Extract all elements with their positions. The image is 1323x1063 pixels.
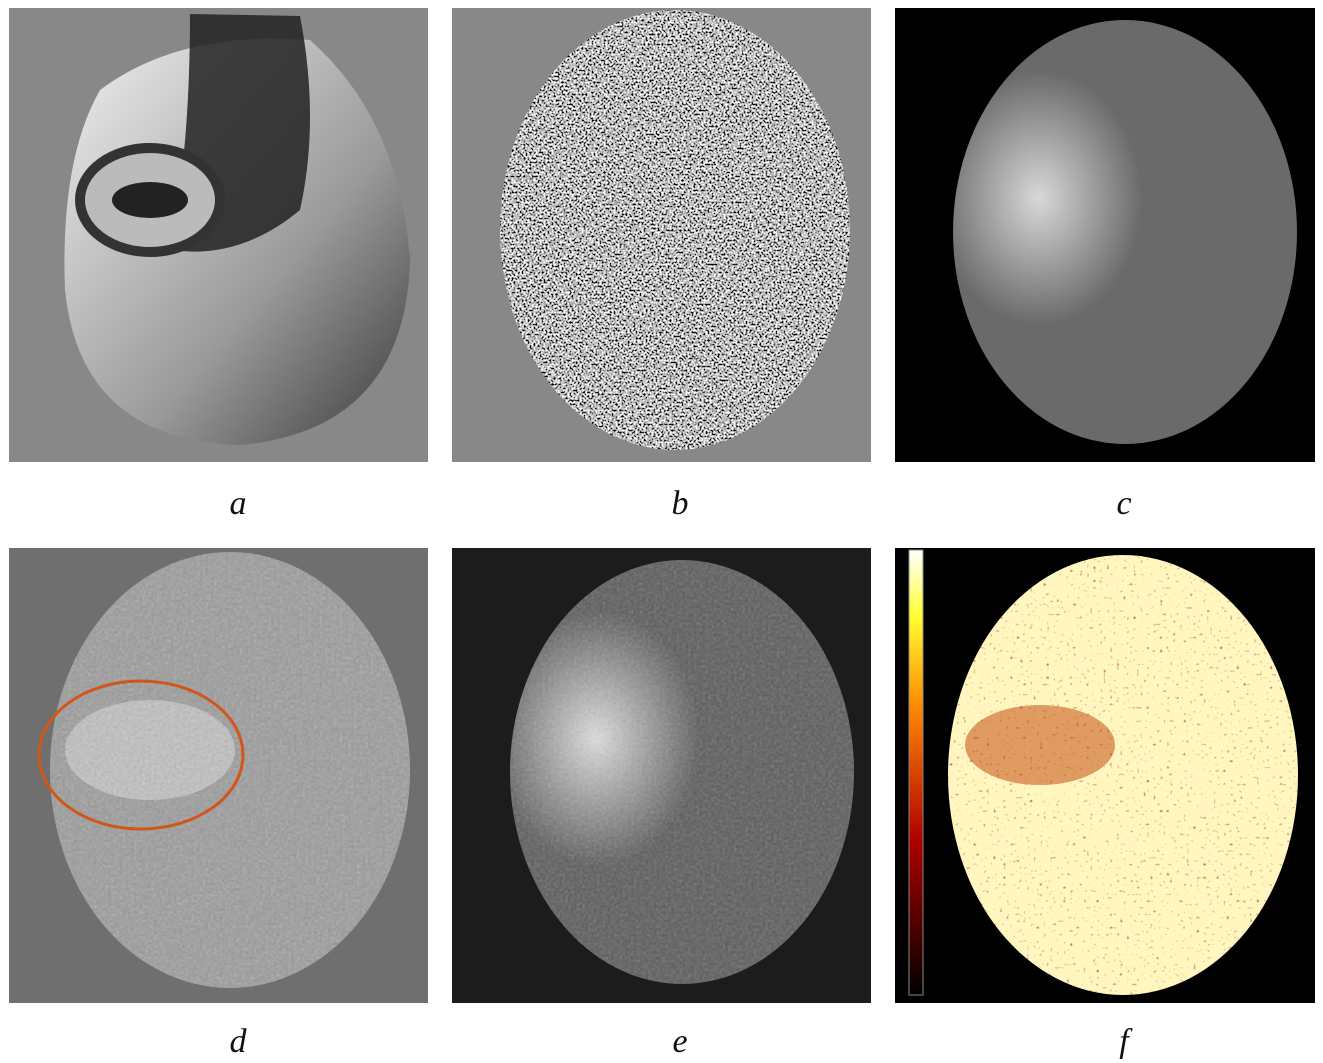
panel-label: f: [1119, 1023, 1133, 1060]
panel-label: a: [230, 485, 247, 522]
panel-label: e: [672, 1023, 687, 1060]
panel-label: c: [1116, 485, 1131, 522]
core: [112, 182, 188, 218]
field-map: [953, 20, 1297, 444]
panel-f: [895, 548, 1315, 1003]
phase-noise: [500, 10, 850, 450]
page: a b c d e f (() => { const data = JSON.p…: [0, 0, 1323, 1063]
noise: [50, 552, 410, 988]
figure: a b c d e f: [0, 0, 1323, 1063]
panel-e: [452, 548, 871, 1003]
noise: [510, 560, 854, 984]
panel-c: [895, 8, 1315, 462]
panel-label: b: [672, 485, 689, 522]
colorbar: [909, 550, 923, 995]
panel-a: [9, 8, 428, 462]
panel-label: d: [230, 1023, 248, 1060]
panel-d: [9, 548, 428, 1003]
noise: [948, 555, 1298, 995]
panel-b: [452, 8, 871, 462]
